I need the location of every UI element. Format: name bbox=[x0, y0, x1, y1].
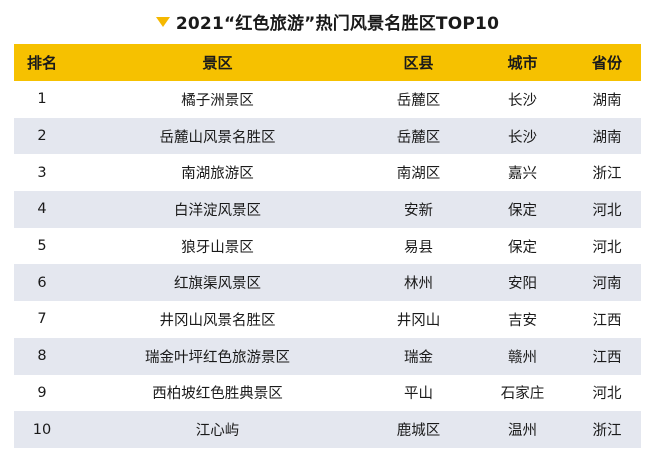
scenic-area-cell: 江心屿 bbox=[195, 423, 240, 440]
rank-cell: 7 bbox=[37, 311, 47, 328]
county-cell: 岳麓区 bbox=[396, 129, 441, 146]
scenic-area-cell: 橘子洲景区 bbox=[181, 92, 254, 109]
county-cell: 南湖区 bbox=[396, 166, 441, 183]
province-cell: 河北 bbox=[592, 202, 622, 219]
table-row: 10 江心屿 鹿城区 温州 浙江 bbox=[14, 411, 641, 448]
table-row: 6 红旗渠风景区 林州 安阳 河南 bbox=[14, 264, 641, 302]
page-title: 2021“红色旅游”热门风景名胜区TOP10 bbox=[175, 13, 500, 34]
scenic-area-cell: 南湖旅游区 bbox=[181, 166, 254, 183]
rank-cell: 3 bbox=[37, 164, 47, 181]
rank-cell: 2 bbox=[37, 128, 47, 145]
scenic-area-cell: 瑞金叶坪红色旅游景区 bbox=[145, 349, 290, 366]
rank-cell: 5 bbox=[37, 238, 47, 255]
table-row: 3 南湖旅游区 南湖区 嘉兴 浙江 bbox=[14, 154, 641, 191]
header-scenic-area: 景区 bbox=[202, 54, 233, 72]
table-row: 9 西柏坡红色胜典景区 平山 石家庄 河北 bbox=[14, 375, 641, 412]
province-cell: 河北 bbox=[592, 239, 622, 256]
county-cell: 井冈山 bbox=[396, 312, 441, 329]
city-cell: 温州 bbox=[508, 423, 537, 440]
county-cell: 林州 bbox=[404, 276, 433, 293]
rank-cell: 6 bbox=[37, 274, 47, 291]
scenic-area-cell: 狼牙山景区 bbox=[181, 239, 254, 256]
county-cell: 瑞金 bbox=[404, 349, 433, 366]
scenic-area-cell: 西柏坡红色胜典景区 bbox=[152, 386, 283, 403]
triangle-down-icon bbox=[155, 17, 170, 27]
ranking-table: 排名 景区 区县 城市 省份 1 橘子洲景区 岳麓区 长沙 湖南 2 岳麓山风景… bbox=[14, 44, 641, 448]
header-county: 区县 bbox=[403, 54, 434, 72]
header-rank: 排名 bbox=[26, 54, 57, 72]
title-bar: 2021“红色旅游”热门风景名胜区TOP10 bbox=[0, 0, 655, 42]
city-cell: 吉安 bbox=[508, 312, 537, 329]
rank-cell: 1 bbox=[37, 91, 47, 108]
table-row: 4 白洋淀风景区 安新 保定 河北 bbox=[14, 191, 641, 228]
table-row: 2 岳麓山风景名胜区 岳麓区 长沙 湖南 bbox=[14, 117, 641, 155]
table-row: 8 瑞金叶坪红色旅游景区 瑞金 赣州 江西 bbox=[14, 337, 641, 375]
province-cell: 浙江 bbox=[592, 166, 622, 183]
province-cell: 湖南 bbox=[592, 129, 622, 146]
city-cell: 赣州 bbox=[508, 349, 537, 366]
header-province: 省份 bbox=[591, 54, 622, 72]
table-row: 7 井冈山风景名胜区 井冈山 吉安 江西 bbox=[14, 301, 641, 338]
rank-cell: 10 bbox=[32, 421, 52, 438]
city-cell: 保定 bbox=[508, 202, 537, 219]
table-header-row: 排名 景区 区县 城市 省份 bbox=[14, 44, 641, 81]
scenic-area-cell: 红旗渠风景区 bbox=[174, 276, 261, 293]
city-cell: 长沙 bbox=[508, 92, 537, 109]
county-cell: 鹿城区 bbox=[396, 423, 441, 440]
county-cell: 易县 bbox=[404, 239, 433, 256]
scenic-area-cell: 白洋淀风景区 bbox=[174, 202, 261, 219]
county-cell: 岳麓区 bbox=[396, 92, 441, 109]
rank-cell: 4 bbox=[37, 201, 47, 218]
province-cell: 河南 bbox=[592, 276, 622, 293]
city-cell: 保定 bbox=[508, 239, 537, 256]
rank-cell: 9 bbox=[37, 384, 47, 401]
city-cell: 嘉兴 bbox=[508, 166, 537, 183]
rank-cell: 8 bbox=[37, 348, 47, 365]
table-row: 5 狼牙山景区 易县 保定 河北 bbox=[14, 228, 641, 265]
table-row: 1 橘子洲景区 岳麓区 长沙 湖南 bbox=[14, 81, 641, 118]
county-cell: 安新 bbox=[404, 202, 433, 219]
header-city: 城市 bbox=[507, 54, 538, 72]
scenic-area-cell: 井冈山风景名胜区 bbox=[159, 312, 276, 329]
province-cell: 河北 bbox=[592, 386, 622, 403]
province-cell: 浙江 bbox=[592, 423, 622, 440]
county-cell: 平山 bbox=[404, 386, 433, 403]
province-cell: 江西 bbox=[592, 312, 622, 329]
province-cell: 江西 bbox=[592, 349, 622, 366]
city-cell: 石家庄 bbox=[500, 386, 545, 403]
scenic-area-cell: 岳麓山风景名胜区 bbox=[159, 129, 276, 146]
city-cell: 安阳 bbox=[508, 276, 537, 293]
province-cell: 湖南 bbox=[592, 92, 622, 109]
city-cell: 长沙 bbox=[508, 129, 537, 146]
